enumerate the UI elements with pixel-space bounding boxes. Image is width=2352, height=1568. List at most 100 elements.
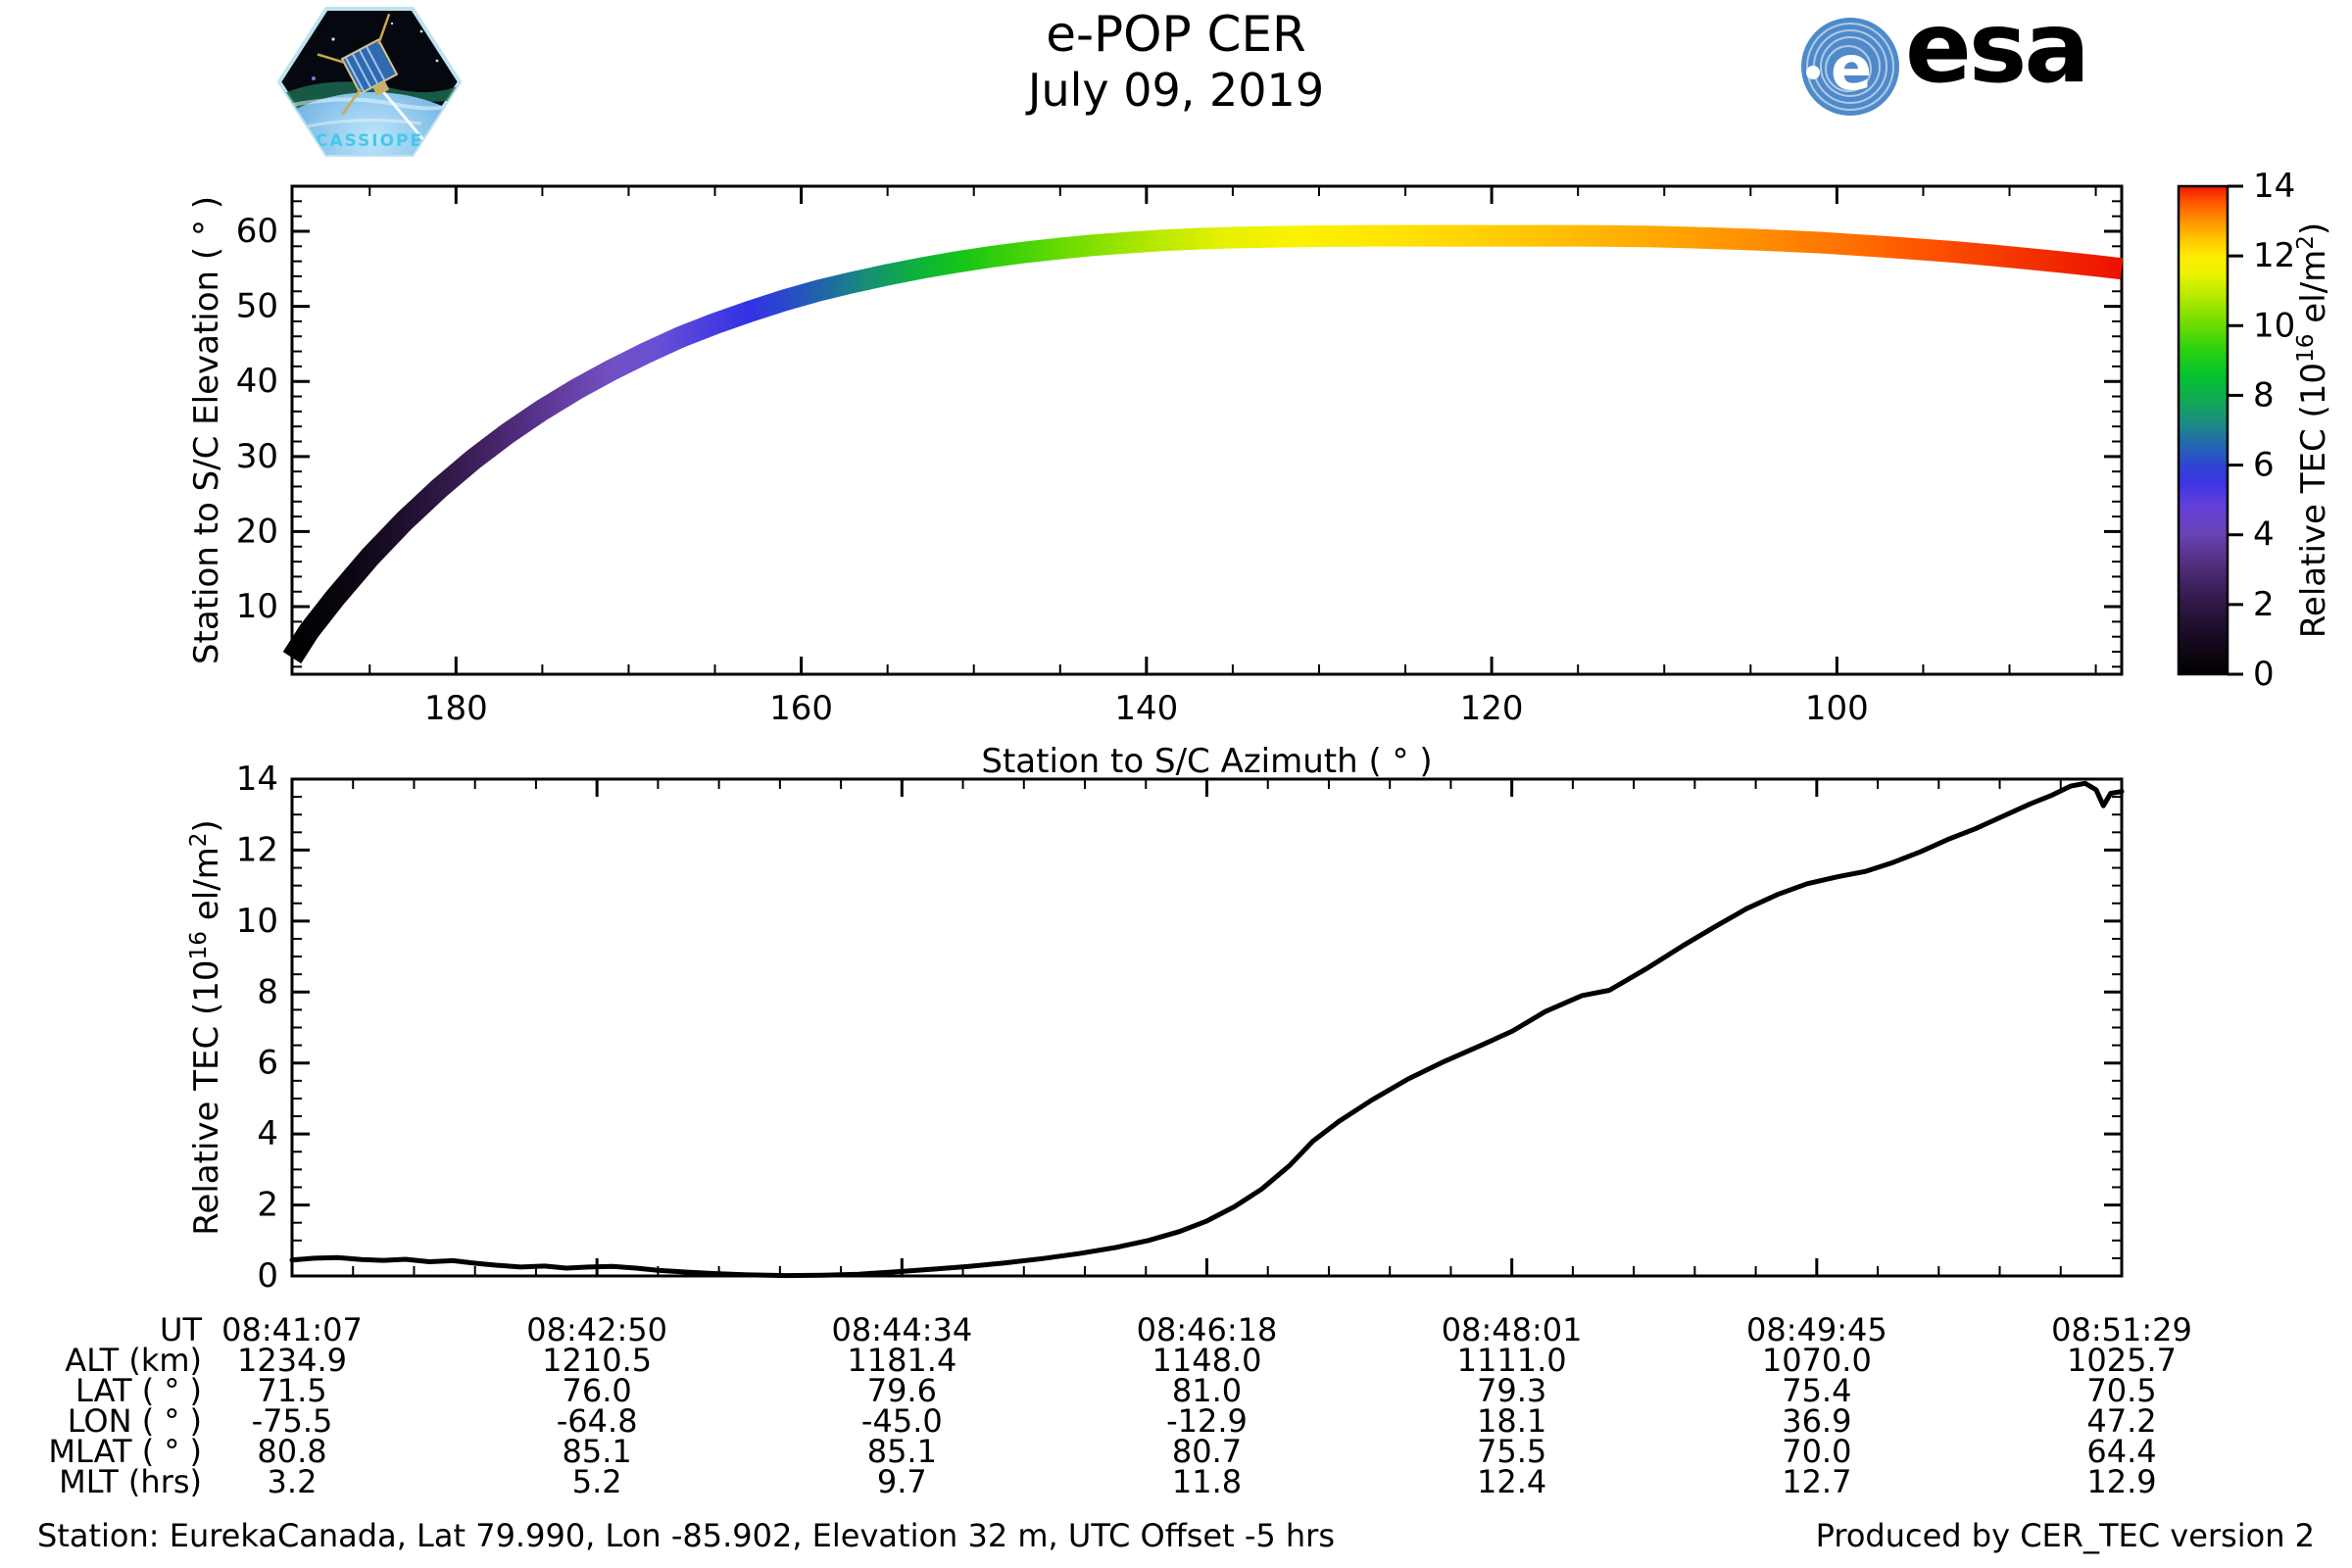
table-cell: 18.1 <box>1477 1402 1547 1440</box>
row-header: ALT (km) <box>65 1342 202 1379</box>
table-cell: 11.8 <box>1171 1463 1243 1500</box>
table-row-mlat: MLAT ( ° ) 80.8 85.1 85.1 80.7 75.5 70.0 64.4 <box>0 1433 2352 1470</box>
row-header: UT <box>160 1311 202 1348</box>
table-cell: 36.9 <box>1782 1402 1852 1440</box>
top-x-axis-label: Station to S/C Azimuth ( ° ) <box>981 742 1432 781</box>
page-title: e-POP CER <box>1046 6 1306 63</box>
table-cell: 80.7 <box>1171 1433 1243 1470</box>
cassiope-mission-patch-logo: CASSIOPE <box>276 7 463 157</box>
produced-by-text: Produced by CER_TEC version 2 <box>1815 1517 2315 1554</box>
esa-wordmark: esa <box>1905 0 2090 105</box>
top-y-tick-label: 50 <box>236 287 278 326</box>
row-header: LAT ( ° ) <box>75 1372 202 1409</box>
colorbar-tick-label: 14 <box>2253 167 2295 206</box>
bottom-y-tick-label: 8 <box>257 972 278 1011</box>
table-row-lon: LON ( ° ) -75.5 -64.8 -45.0 -12.9 18.1 36.9 47.… <box>0 1402 2352 1440</box>
table-row-lat: LAT ( ° ) 71.5 76.0 79.6 81.0 79.3 75.4 70.5 <box>0 1372 2352 1409</box>
table-cell: 79.6 <box>866 1372 937 1409</box>
colorbar-tick-label: 0 <box>2253 655 2275 694</box>
top-x-tick-label: 140 <box>1114 689 1178 728</box>
table-cell: 70.0 <box>1782 1433 1852 1470</box>
table-cell: 08:49:45 <box>1745 1311 1887 1348</box>
table-cell: 9.7 <box>876 1463 927 1500</box>
table-row-ut: UT 08:41:07 08:42:50 08:44:34 08:46:18 08:48:… <box>0 1311 2352 1348</box>
table-cell: 1025.7 <box>2067 1342 2177 1379</box>
table-cell: 75.4 <box>1782 1372 1852 1409</box>
top-y-axis-label: Station to S/C Elevation ( ° ) <box>187 196 226 664</box>
table-cell: 70.5 <box>2086 1372 2157 1409</box>
table-cell: 1148.0 <box>1152 1342 1262 1379</box>
top-y-tick-label: 40 <box>236 362 278 401</box>
table-cell: -45.0 <box>860 1402 943 1440</box>
table-cell: 12.4 <box>1477 1463 1547 1500</box>
bottom-y-tick-label: 12 <box>236 830 278 869</box>
table-cell: 85.1 <box>562 1433 632 1470</box>
bottom-y-axis-label: Relative TEC (1016 el/m2) <box>186 819 226 1235</box>
colorbar-tick-label: 8 <box>2253 375 2275 415</box>
table-cell: 3.2 <box>267 1463 318 1500</box>
page-date: July 09, 2019 <box>1027 64 1325 117</box>
row-header: MLT (hrs) <box>59 1463 202 1500</box>
table-cell: 76.0 <box>562 1372 632 1409</box>
colorbar-tick-label: 2 <box>2253 585 2275 624</box>
esa-swirl-icon: e <box>1801 18 1899 116</box>
top-chart-frame <box>290 184 2124 676</box>
top-y-tick-label: 60 <box>236 212 278 251</box>
top-y-tick-label: 20 <box>236 512 278 551</box>
colorbar-tick-label: 12 <box>2253 236 2295 275</box>
colorbar-tick-label: 4 <box>2253 515 2275 555</box>
table-cell: 5.2 <box>571 1463 622 1500</box>
table-cell: 1234.9 <box>237 1342 347 1379</box>
table-cell: 08:42:50 <box>526 1311 668 1348</box>
table-cell: 79.3 <box>1477 1372 1547 1409</box>
table-row-altkm: ALT (km) 1234.9 1210.5 1181.4 1148.0 1111.0 10… <box>0 1342 2352 1379</box>
table-cell: -64.8 <box>556 1402 638 1440</box>
esa-e-glyph: e <box>1831 32 1872 104</box>
row-header: LON ( ° ) <box>67 1402 202 1440</box>
table-cell: 1070.0 <box>1761 1342 1872 1379</box>
beam <box>378 87 433 150</box>
table-cell: 1181.4 <box>847 1342 957 1379</box>
table-cell: 64.4 <box>2086 1433 2157 1470</box>
table-cell: 71.5 <box>257 1372 327 1409</box>
table-cell: 47.2 <box>2086 1402 2157 1440</box>
page-header: e-POP CER July 09, 2019 <box>1028 6 1324 117</box>
bottom-y-tick-label: 0 <box>257 1256 278 1296</box>
table-cell: 08:44:34 <box>831 1311 973 1348</box>
top-x-tick-label: 160 <box>769 689 833 728</box>
table-cell: 75.5 <box>1477 1433 1547 1470</box>
colorbar-axis-label: Relative TEC (1016 el/m2) <box>2293 222 2333 638</box>
row-header: MLAT ( ° ) <box>48 1433 202 1470</box>
satellite <box>317 13 399 116</box>
table-cell: 85.1 <box>866 1433 937 1470</box>
top-x-tick-label: 100 <box>1805 689 1869 728</box>
table-cell: 1111.0 <box>1456 1342 1567 1379</box>
bottom-y-tick-label: 2 <box>257 1186 278 1225</box>
bottom-y-tick-label: 10 <box>236 902 278 941</box>
esa-swirl-hole <box>1806 66 1820 79</box>
table-cell: -12.9 <box>1166 1402 1248 1440</box>
table-cell: 12.9 <box>2086 1463 2157 1500</box>
table-cell: 1210.5 <box>542 1342 653 1379</box>
colorbar-tick-label: 6 <box>2253 446 2275 485</box>
table-cell: 08:48:01 <box>1441 1311 1583 1348</box>
colorbar-tick-label: 10 <box>2253 306 2295 345</box>
table-cell: 08:41:07 <box>221 1311 363 1348</box>
top-x-tick-label: 120 <box>1460 689 1524 728</box>
cassiope-wordmark: CASSIOPE <box>316 131 423 151</box>
satellite-pass-arc <box>282 224 2124 664</box>
table-row-mlthrs: MLT (hrs) 3.2 5.2 9.7 11.8 12.4 12.7 12.9 <box>0 1463 2352 1500</box>
top-y-tick-label: 10 <box>236 587 278 626</box>
bottom-y-tick-label: 4 <box>257 1114 278 1153</box>
table-cell: 08:46:18 <box>1136 1311 1278 1348</box>
top-x-tick-label: 180 <box>424 689 488 728</box>
top-y-tick-label: 30 <box>236 437 278 476</box>
bottom-y-tick-label: 14 <box>236 760 278 799</box>
tec-curve <box>289 780 2125 1279</box>
table-cell: 08:51:29 <box>2051 1311 2192 1348</box>
station-info-text: Station: EurekaCanada, Lat 79.990, Lon -… <box>37 1517 1335 1554</box>
bottom-chart-frame <box>290 777 2124 1278</box>
table-cell: 81.0 <box>1171 1372 1243 1409</box>
bottom-y-tick-label: 6 <box>257 1044 278 1083</box>
